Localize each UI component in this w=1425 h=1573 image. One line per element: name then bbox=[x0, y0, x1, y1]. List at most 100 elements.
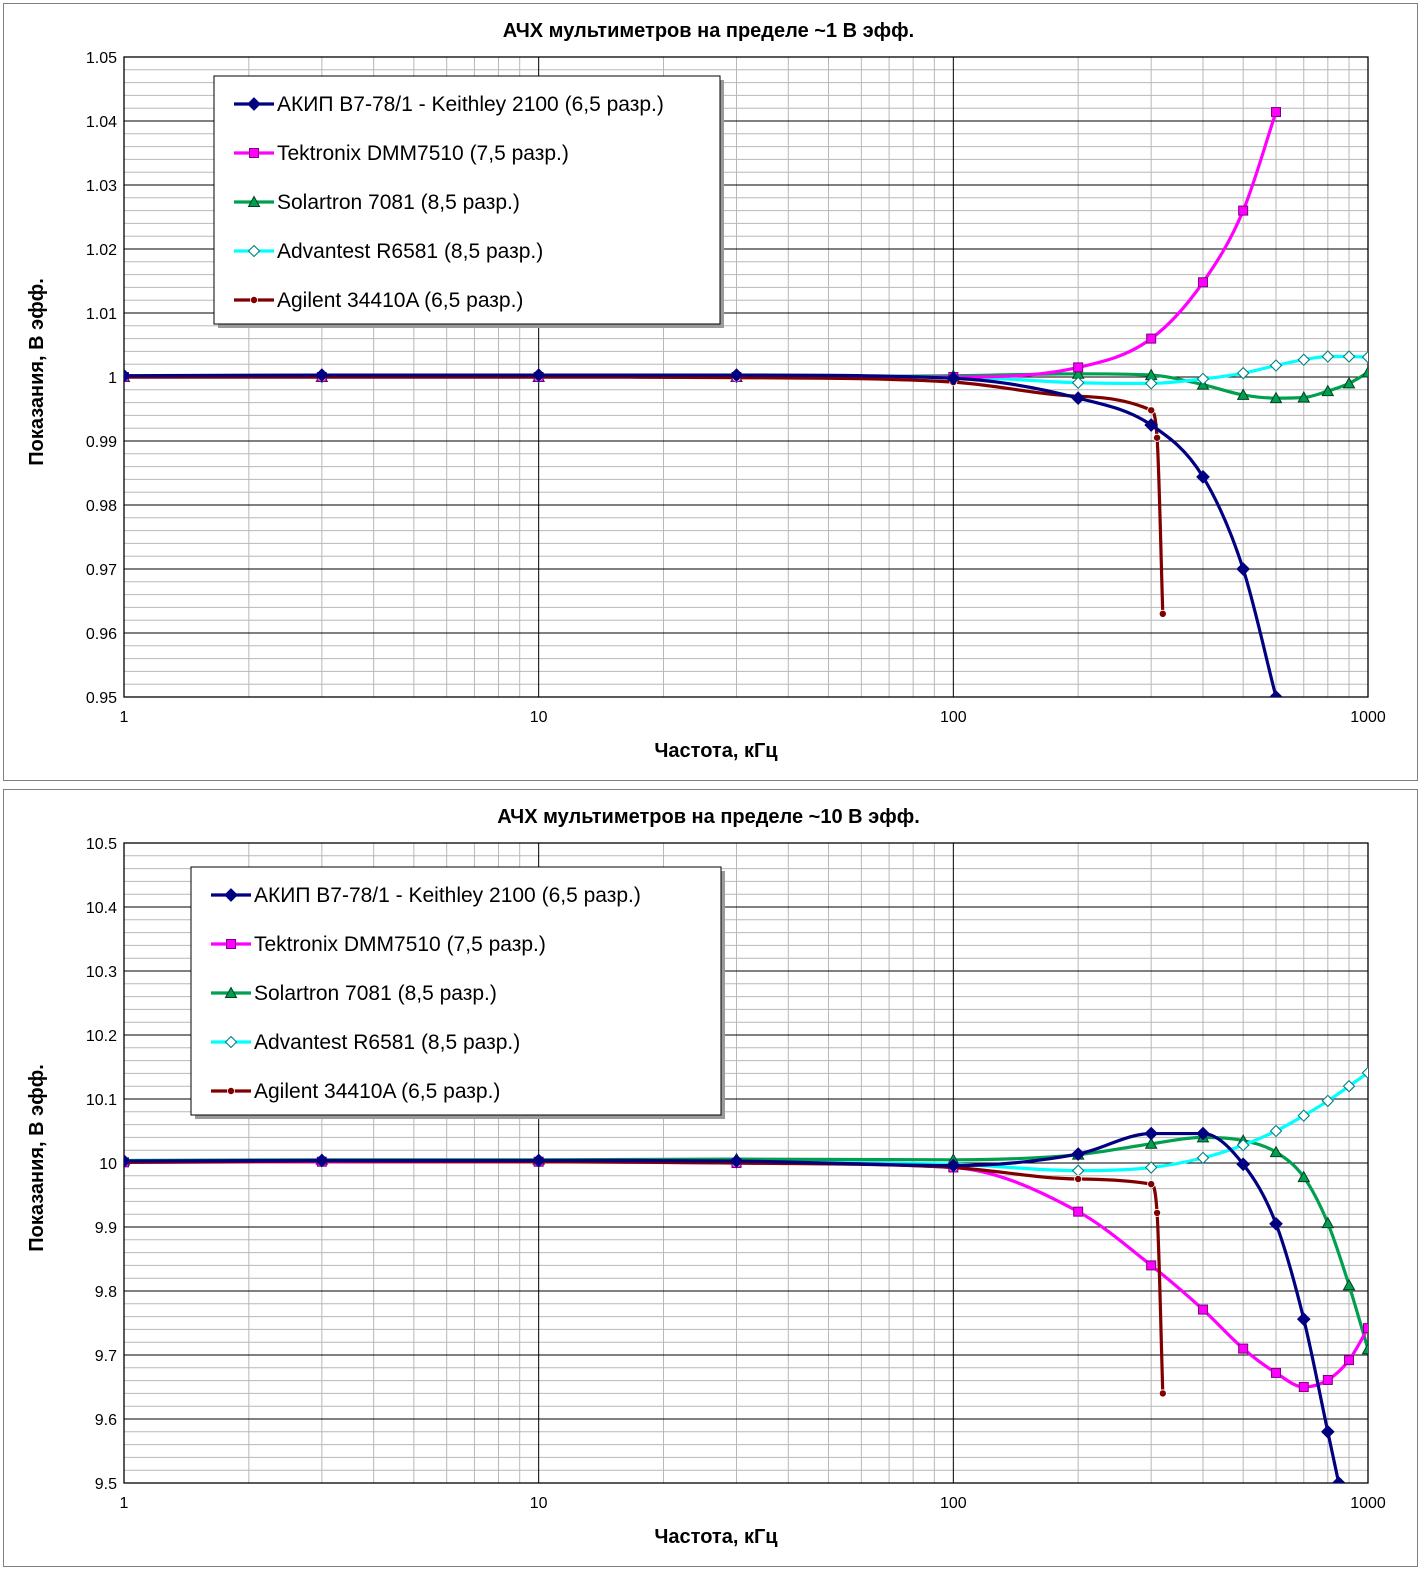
data-point bbox=[1158, 609, 1167, 618]
series-3 bbox=[124, 1130, 1368, 1355]
data-point bbox=[729, 1154, 744, 1168]
y-tick-label: 9.9 bbox=[95, 1220, 117, 1237]
data-point bbox=[1073, 362, 1084, 373]
x-tick-label: 1000 bbox=[1350, 1495, 1386, 1512]
legend-swatch-marker bbox=[247, 97, 261, 111]
chart-1-svg: АЧХ мультиметров на пределе ~1 В эфф. 0.9… bbox=[26, 20, 1386, 762]
data-point bbox=[1298, 1382, 1309, 1392]
legend-label: Advantest R6581 (8,5 разр.) bbox=[277, 240, 543, 263]
data-point bbox=[1071, 1164, 1085, 1177]
data-point bbox=[1361, 350, 1368, 364]
data-point bbox=[1269, 1124, 1283, 1138]
y-tick-label: 10.5 bbox=[86, 836, 117, 853]
x-tick-label: 1000 bbox=[1350, 709, 1386, 726]
data-point bbox=[1074, 1174, 1083, 1183]
y-tick-label: 1.01 bbox=[86, 306, 117, 323]
x-tick-label: 100 bbox=[940, 709, 967, 726]
data-point bbox=[1147, 1180, 1156, 1189]
data-point bbox=[1363, 1323, 1368, 1334]
data-point bbox=[1271, 107, 1282, 118]
data-point bbox=[1197, 277, 1208, 288]
data-point bbox=[1196, 372, 1210, 386]
series-line bbox=[124, 1159, 1165, 1395]
data-point bbox=[1269, 1145, 1283, 1158]
legend: АКИП В7-78/1 - Keithley 2100 (6,5 разр.)… bbox=[190, 866, 725, 1119]
y-tick-label: 9.8 bbox=[95, 1284, 117, 1301]
data-point bbox=[1236, 1138, 1250, 1152]
data-point bbox=[531, 368, 546, 382]
legend-entry: Solartron 7081 (8,5 разр.) bbox=[211, 982, 497, 1005]
data-point bbox=[1269, 391, 1283, 404]
y-tick-label: 1.04 bbox=[86, 114, 117, 131]
y-axis-title: Показания, В эфф. bbox=[26, 278, 48, 466]
legend-swatch-marker bbox=[224, 888, 238, 902]
data-point bbox=[1331, 1476, 1346, 1483]
chart-2-svg: АЧХ мультиметров на пределе ~10 В эфф. 9.… bbox=[26, 806, 1386, 1548]
series-line bbox=[124, 1131, 1341, 1483]
series-1 bbox=[124, 1126, 1346, 1483]
x-tick-label: 10 bbox=[530, 709, 548, 726]
y-tick-label: 0.99 bbox=[86, 434, 117, 451]
y-tick-label: 1.02 bbox=[86, 242, 117, 259]
data-point bbox=[124, 368, 131, 383]
data-point bbox=[1321, 350, 1335, 363]
data-point bbox=[314, 368, 329, 382]
chart-1: АЧХ мультиметров на пределе ~1 В эфф. 0.9… bbox=[3, 3, 1418, 781]
series-5 bbox=[124, 372, 1167, 618]
series-1 bbox=[124, 368, 1283, 697]
data-point bbox=[1153, 433, 1162, 442]
data-point bbox=[531, 1153, 546, 1168]
legend-entry: Agilent 34410A (6,5 разр.) bbox=[234, 289, 523, 312]
data-point bbox=[314, 1153, 329, 1168]
legend-entry: Advantest R6581 (8,5 разр.) bbox=[211, 1031, 520, 1054]
legend-label: Tektronix DMM7510 (7,5 разр.) bbox=[254, 933, 546, 956]
y-tick-label: 10.2 bbox=[86, 1028, 117, 1045]
legend-entry: Solartron 7081 (8,5 разр.) bbox=[234, 191, 520, 214]
data-point bbox=[1320, 1424, 1335, 1439]
legend-swatch-marker bbox=[247, 195, 261, 207]
series-5 bbox=[124, 1157, 1167, 1398]
data-point bbox=[1297, 353, 1311, 366]
data-point bbox=[729, 368, 744, 382]
x-tick-label: 1 bbox=[120, 1495, 129, 1512]
data-point bbox=[1236, 1157, 1251, 1172]
data-point bbox=[1236, 562, 1251, 576]
legend-label: Agilent 34410A (6,5 разр.) bbox=[254, 1080, 500, 1103]
data-point bbox=[1361, 1342, 1368, 1355]
legend-label: Solartron 7081 (8,5 разр.) bbox=[254, 982, 497, 1005]
legend-box bbox=[213, 75, 721, 325]
y-tick-label: 1.03 bbox=[86, 178, 117, 195]
data-point bbox=[1238, 1343, 1249, 1354]
legend-label: Solartron 7081 (8,5 разр.) bbox=[277, 191, 520, 214]
data-point bbox=[124, 1154, 131, 1168]
y-tick-label: 1 bbox=[108, 370, 117, 387]
data-point bbox=[1071, 1147, 1086, 1161]
chart-2: АЧХ мультиметров на пределе ~10 В эфф. 9.… bbox=[3, 789, 1418, 1567]
data-point bbox=[1071, 376, 1085, 390]
data-point bbox=[1321, 1094, 1335, 1108]
chart-title: АЧХ мультиметров на пределе ~1 В эфф. bbox=[503, 20, 914, 42]
data-point bbox=[946, 1158, 961, 1173]
legend-entry: Advantest R6581 (8,5 разр.) bbox=[234, 240, 543, 263]
data-point bbox=[1322, 1374, 1333, 1385]
series-3 bbox=[124, 365, 1368, 404]
legend-label: Advantest R6581 (8,5 разр.) bbox=[254, 1031, 520, 1054]
data-point bbox=[1197, 1304, 1208, 1315]
data-point bbox=[1296, 1312, 1311, 1327]
data-point bbox=[1269, 359, 1283, 372]
data-point bbox=[1144, 418, 1159, 432]
x-axis-title: Частота, кГц bbox=[654, 1526, 778, 1548]
data-point bbox=[1196, 469, 1210, 484]
series-4 bbox=[124, 350, 1368, 390]
data-point bbox=[1147, 406, 1156, 415]
y-tick-label: 10 bbox=[99, 1156, 117, 1173]
data-point bbox=[1146, 333, 1157, 344]
y-tick-label: 0.97 bbox=[86, 562, 117, 579]
data-point bbox=[1269, 1216, 1283, 1231]
chart-title: АЧХ мультиметров на пределе ~10 В эфф. bbox=[497, 806, 920, 828]
y-tick-label: 10.4 bbox=[86, 900, 117, 917]
data-point bbox=[1361, 1066, 1368, 1080]
data-point bbox=[1196, 1126, 1210, 1141]
legend-swatch-marker bbox=[249, 148, 259, 158]
data-point bbox=[1238, 205, 1249, 216]
